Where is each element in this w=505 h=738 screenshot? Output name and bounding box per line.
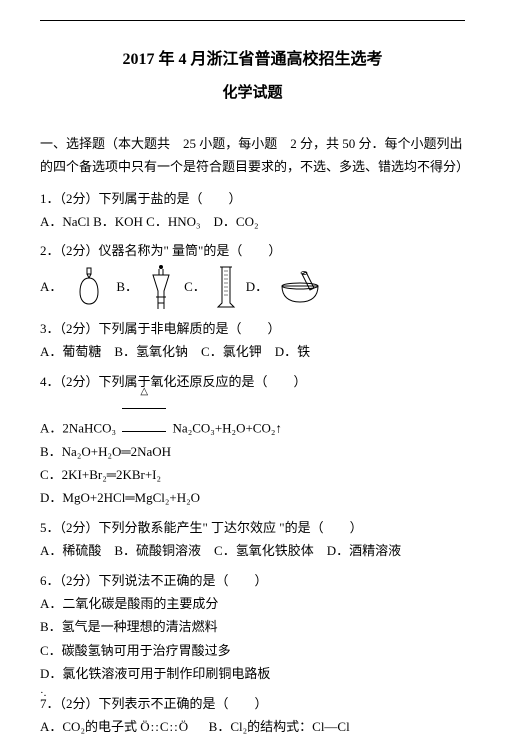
q5-text: 5．（2分）下列分散系能产生" 丁达尔效应 "的是（ ） (40, 516, 465, 539)
q2-label-d: D． (246, 275, 268, 298)
q6-optA: A．二氧化碳是酸雨的主要成分 (40, 592, 465, 615)
q3-options: A．葡萄糖 B．氢氧化钠 C．氯化钾 D．铁 (40, 340, 465, 363)
q4-optB: B．Na₂O+H₂O═2NaOH (40, 440, 465, 463)
exam-subtitle: 化学试题 (40, 80, 465, 107)
q4a-right: Na₂CO₃+H₂O+CO₂↑ (173, 420, 282, 435)
mortar-pestle-icon (276, 268, 324, 306)
q4-optD: D．MgO+2HCl═MgCl₂+H₂O (40, 486, 465, 509)
question-2: 2．（2分）仪器名称为" 量筒"的是（ ） A． B． C． (40, 239, 465, 310)
q2-text: 2．（2分）仪器名称为" 量筒"的是（ ） (40, 239, 465, 262)
q4-optC: C．2KI+Br₂═2KBr+I₂ (40, 463, 465, 486)
question-5: 5．（2分）下列分散系能产生" 丁达尔效应 "的是（ ） A．稀硫酸 B．硫酸铜… (40, 516, 465, 563)
header-rule (40, 20, 465, 21)
q6-optB: B．氢气是一种理想的清洁燃料 (40, 615, 465, 638)
question-3: 3．（2分）下列属于非电解质的是（ ） A．葡萄糖 B．氢氧化钠 C．氯化钾 D… (40, 317, 465, 364)
question-6: 6．（2分）下列说法不正确的是（ ） A．二氧化碳是酸雨的主要成分 B．氢气是一… (40, 569, 465, 686)
q2-label-c: C． (184, 275, 206, 298)
q5-options: A．稀硫酸 B．硫酸铜溶液 C．氢氧化铁胶体 D．酒精溶液 (40, 539, 465, 562)
q7-optA-pre: A．CO₂的电子式 (40, 719, 137, 734)
q4-optA: A．2NaHCO₃ △ Na₂CO₃+H₂O+CO₂↑ (40, 393, 465, 440)
q6-text: 6．（2分）下列说法不正确的是（ ） (40, 569, 465, 592)
flask-icon (70, 266, 108, 308)
lewis-structure: Ö::C::Ö (140, 719, 189, 734)
q1-options: A．NaCl B．KOH C．HNO₃ D．CO₂ (40, 210, 465, 233)
q7-optB: B．Cl₂的结构式：Cl—Cl (209, 719, 350, 734)
q3-text: 3．（2分）下列属于非电解质的是（ ） (40, 317, 465, 340)
q6-optD: D．氯化铁溶液可用于制作印刷铜电路板 (40, 662, 465, 685)
question-4: 4．（2分）下列属于氧化还原反应的是（ ） A．2NaHCO₃ △ Na₂CO₃… (40, 370, 465, 510)
separatory-funnel-icon (146, 263, 176, 311)
section-header: 一、选择题（本大题共 25 小题，每小题 2 分，共 50 分．每个小题列出的四… (40, 132, 465, 179)
delta-symbol: △ (119, 383, 169, 401)
page-number: ·. (40, 684, 46, 704)
q4-text: 4．（2分）下列属于氧化还原反应的是（ ） (40, 370, 465, 393)
question-7: 7．（2分）下列表示不正确的是（ ） A．CO₂的电子式 Ö::C::Ö B．C… (40, 692, 465, 738)
question-1: 1．（2分）下列属于盐的是（ ） A．NaCl B．KOH C．HNO₃ D．C… (40, 187, 465, 234)
q6-optC: C．碳酸氢钠可用于治疗胃酸过多 (40, 639, 465, 662)
q1-text: 1．（2分）下列属于盐的是（ ） (40, 187, 465, 210)
exam-title: 2017 年 4 月浙江省普通高校招生选考 (40, 46, 465, 75)
q2-label-a: A． (40, 275, 62, 298)
q4a-left: A．2NaHCO₃ (40, 420, 116, 435)
q7-options-row: A．CO₂的电子式 Ö::C::Ö B．Cl₂的结构式：Cl—Cl (40, 715, 465, 738)
q2-label-b: B． (116, 275, 138, 298)
q7-text: 7．（2分）下列表示不正确的是（ ） (40, 692, 465, 715)
reaction-arrow-delta: △ (119, 393, 169, 440)
graduated-cylinder-icon (214, 263, 238, 311)
